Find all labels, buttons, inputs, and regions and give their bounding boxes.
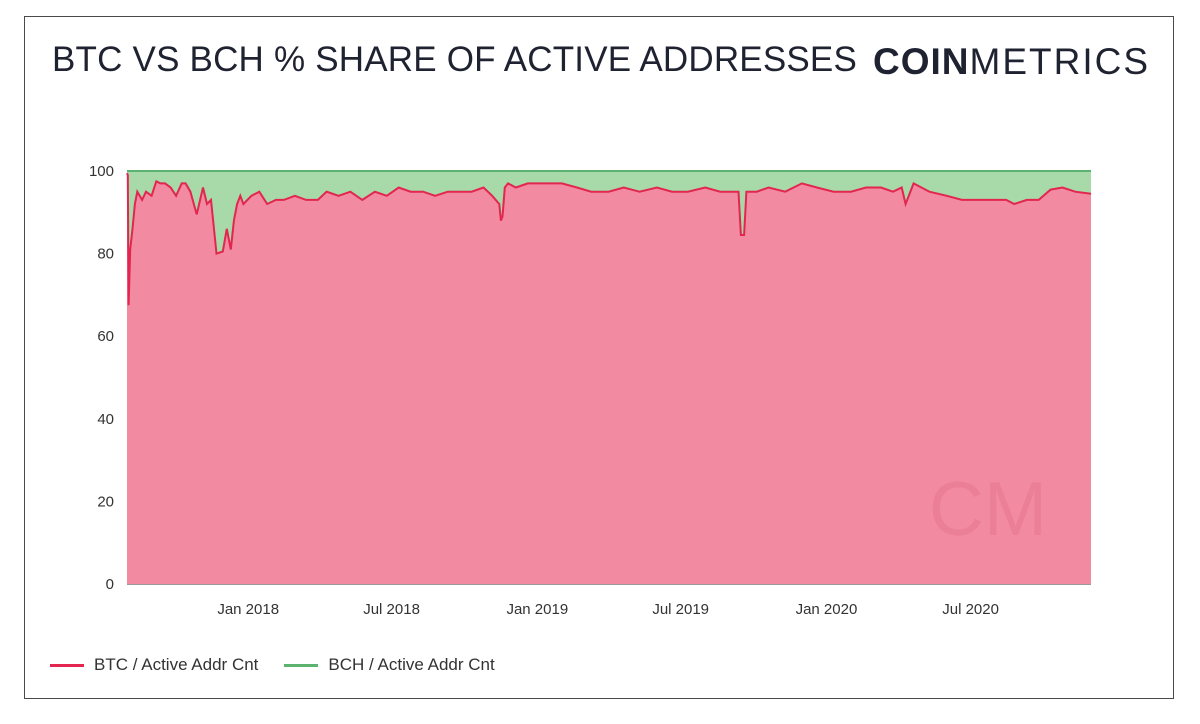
btc-area bbox=[127, 173, 1091, 584]
y-tick-label: 40 bbox=[97, 411, 114, 428]
bch-area bbox=[127, 171, 1091, 306]
x-tick-label: Jan 2018 bbox=[217, 601, 279, 618]
legend-item-btc[interactable]: BTC / Active Addr Cnt bbox=[50, 655, 258, 675]
x-tick-label: Jan 2019 bbox=[506, 601, 568, 618]
watermark: CM bbox=[929, 467, 1047, 552]
legend-label-btc: BTC / Active Addr Cnt bbox=[94, 655, 259, 674]
x-tick-label: Jul 2020 bbox=[942, 601, 999, 618]
brand-logo-light: METRICS bbox=[969, 41, 1150, 82]
x-tick-label: Jul 2019 bbox=[652, 601, 709, 618]
y-tick-label: 60 bbox=[97, 328, 114, 345]
legend-label-bch: BCH / Active Addr Cnt bbox=[328, 655, 495, 674]
legend: BTC / Active Addr Cnt BCH / Active Addr … bbox=[50, 655, 521, 675]
watermark-text: CM bbox=[929, 467, 1047, 552]
chart-title: BTC VS BCH % SHARE OF ACTIVE ADDRESSES bbox=[52, 40, 858, 79]
x-tick-label: Jan 2020 bbox=[796, 601, 858, 618]
brand-logo-bold: COIN bbox=[873, 41, 970, 82]
y-tick-label: 100 bbox=[89, 163, 114, 180]
x-axis: Jan 2018 Jul 2018 Jan 2019 Jul 2019 Jan 2020… bbox=[217, 601, 999, 618]
brand-logo: COINMETRICS bbox=[873, 41, 1150, 83]
legend-item-bch[interactable]: BCH / Active Addr Cnt bbox=[284, 655, 495, 675]
y-tick-label: 20 bbox=[97, 493, 114, 510]
y-tick-label: 0 bbox=[106, 576, 114, 593]
legend-swatch-bch bbox=[284, 663, 319, 667]
x-tick-label: Jul 2018 bbox=[363, 601, 420, 618]
legend-swatch-btc bbox=[50, 663, 84, 667]
y-tick-label: 80 bbox=[97, 246, 114, 263]
y-axis: 0 20 40 60 80 100 bbox=[89, 163, 114, 593]
btc-line bbox=[126, 172, 1092, 306]
